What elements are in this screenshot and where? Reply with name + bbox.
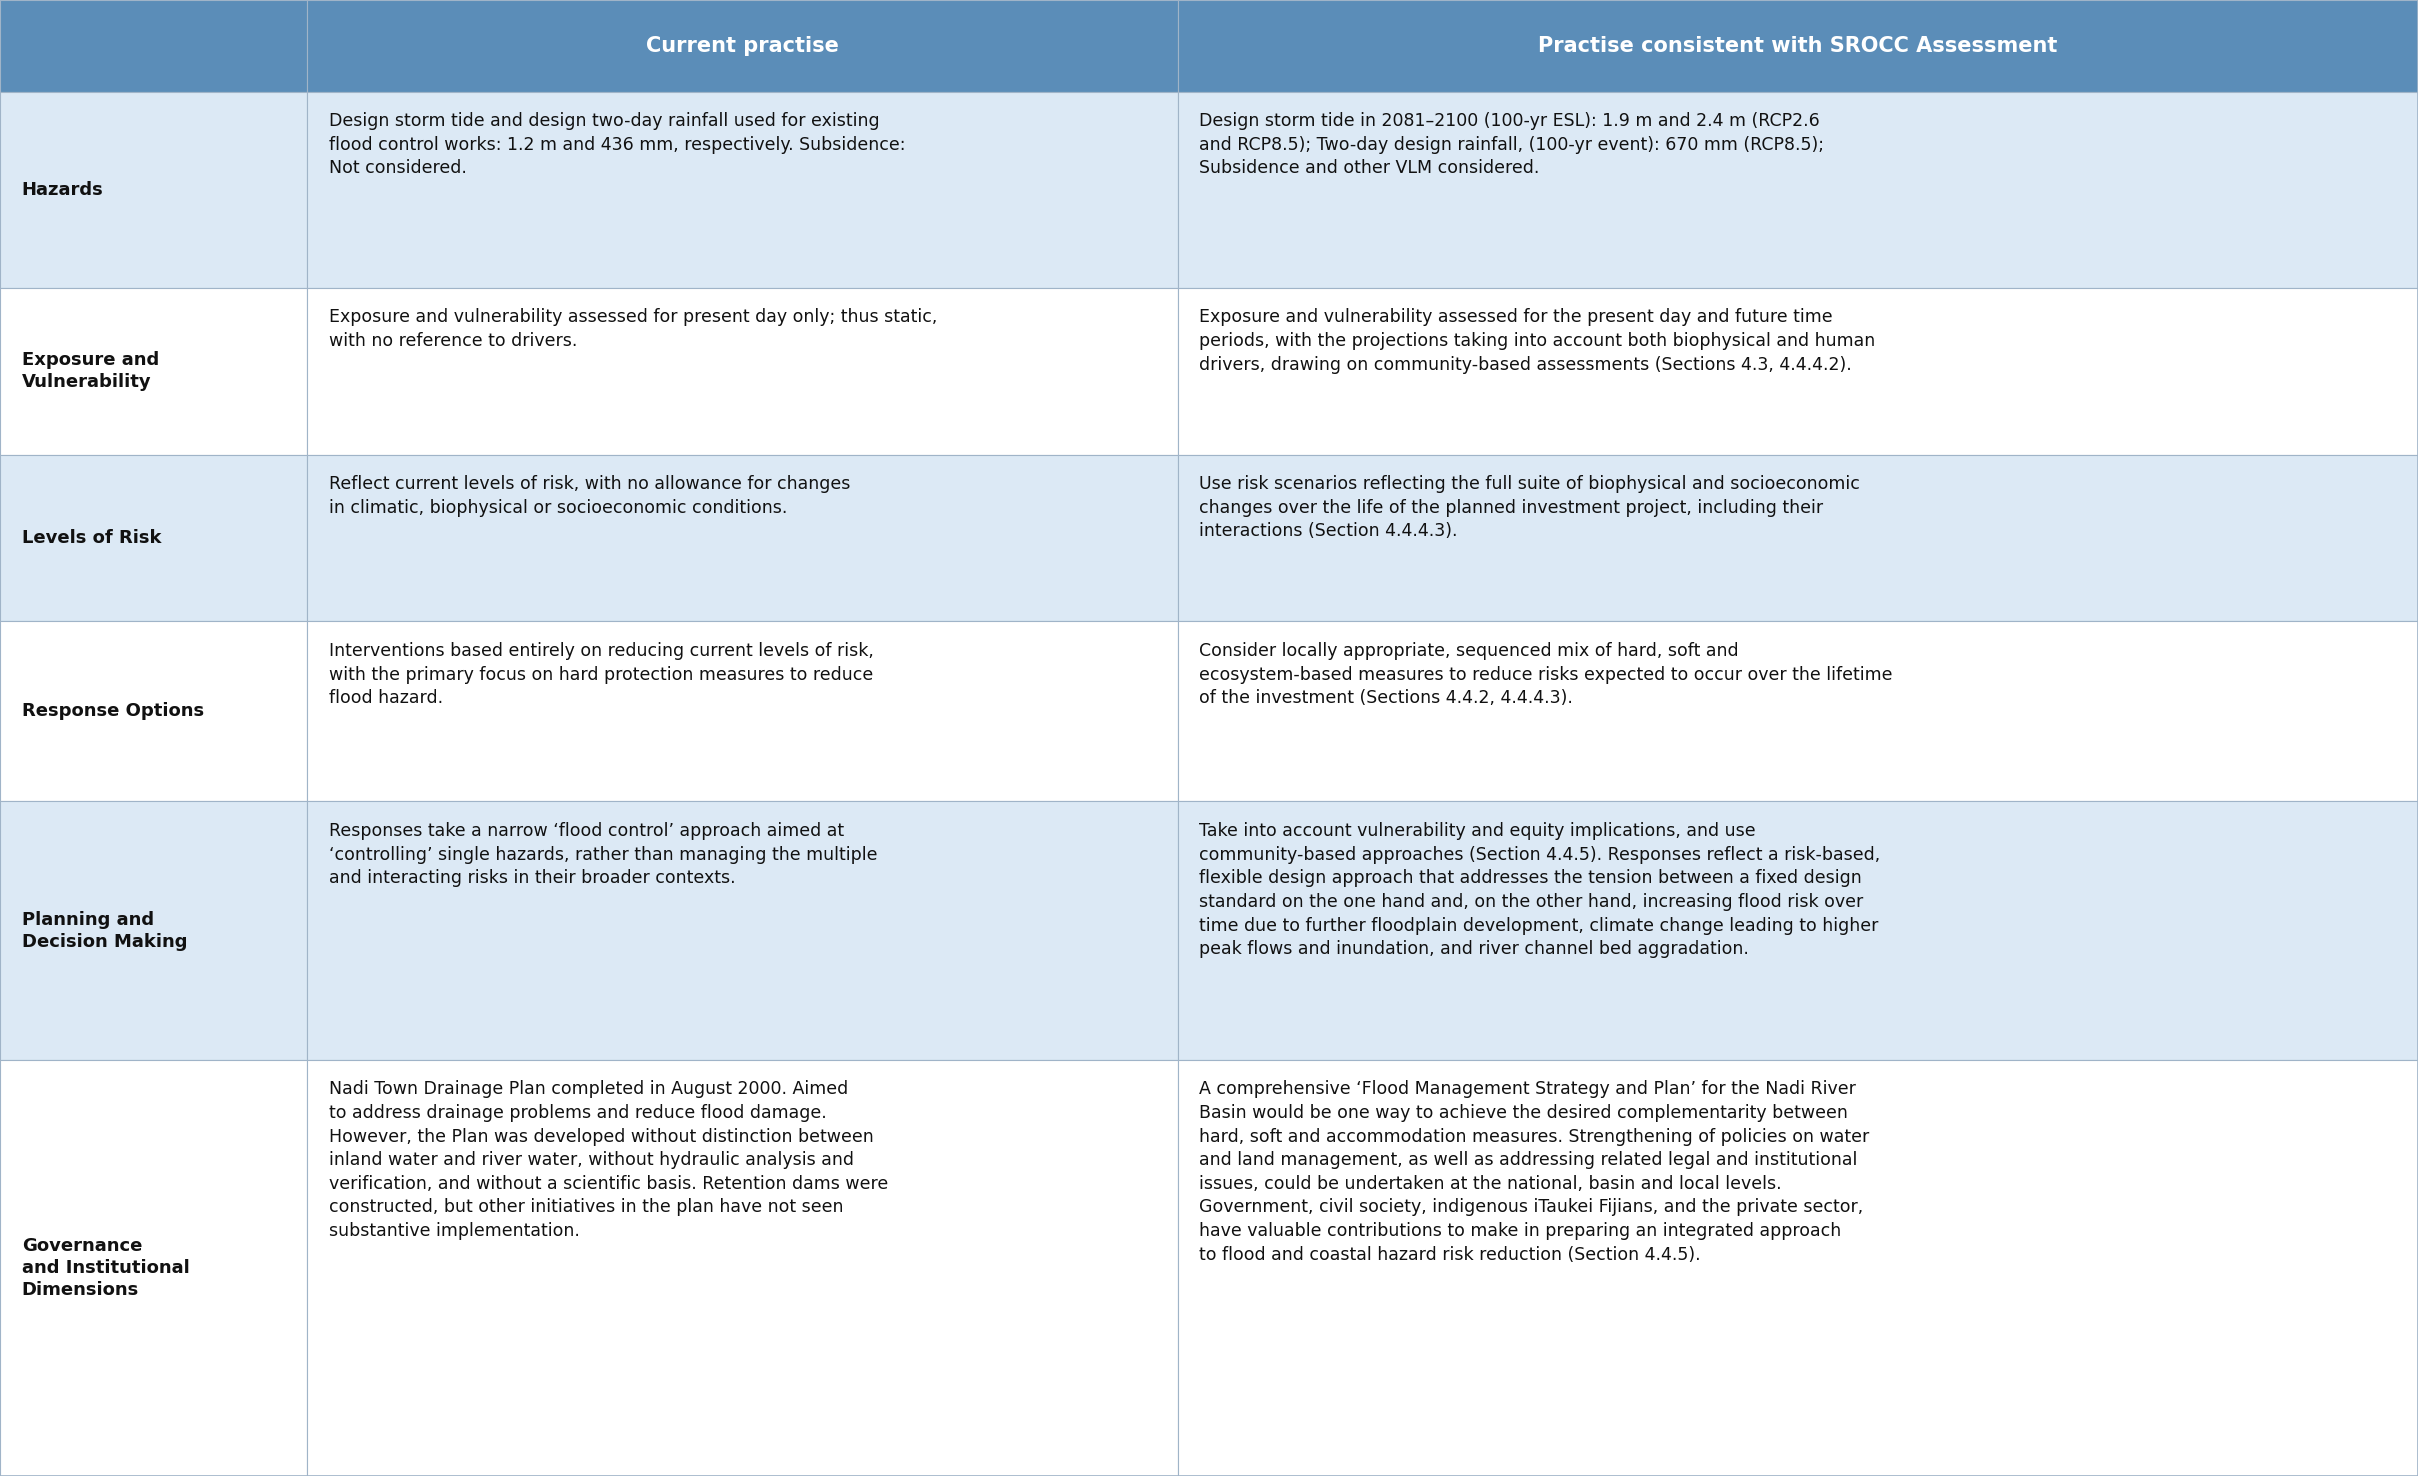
Text: Exposure and vulnerability assessed for present day only; thus static,
with no r: Exposure and vulnerability assessed for … — [329, 308, 938, 350]
Bar — [1178, 801, 2418, 1060]
Text: Nadi Town Drainage Plan completed in August 2000. Aimed
to address drainage prob: Nadi Town Drainage Plan completed in Aug… — [329, 1080, 887, 1240]
Bar — [0, 0, 307, 92]
Text: Current practise: Current practise — [646, 35, 839, 56]
Text: Consider locally appropriate, sequenced mix of hard, soft and
ecosystem-based me: Consider locally appropriate, sequenced … — [1199, 642, 1893, 707]
Text: Response Options: Response Options — [22, 703, 203, 720]
Text: Planning and
Decision Making: Planning and Decision Making — [22, 911, 186, 951]
Bar — [0, 288, 307, 455]
Bar — [307, 0, 1178, 92]
Text: Interventions based entirely on reducing current levels of risk,
with the primar: Interventions based entirely on reducing… — [329, 642, 873, 707]
Text: Hazards: Hazards — [22, 180, 104, 199]
Text: A comprehensive ‘Flood Management Strategy and Plan’ for the Nadi River
Basin wo: A comprehensive ‘Flood Management Strate… — [1199, 1080, 1869, 1263]
Bar — [0, 92, 307, 288]
Bar — [307, 621, 1178, 801]
Text: Practise consistent with SROCC Assessment: Practise consistent with SROCC Assessmen… — [1538, 35, 2058, 56]
Text: Levels of Risk: Levels of Risk — [22, 528, 162, 548]
Bar — [307, 92, 1178, 288]
Text: Take into account vulnerability and equity implications, and use
community-based: Take into account vulnerability and equi… — [1199, 822, 1881, 958]
Text: Responses take a narrow ‘flood control’ approach aimed at
‘controlling’ single h: Responses take a narrow ‘flood control’ … — [329, 822, 878, 887]
Bar — [307, 1060, 1178, 1476]
Text: Reflect current levels of risk, with no allowance for changes
in climatic, bioph: Reflect current levels of risk, with no … — [329, 475, 851, 517]
Text: Exposure and vulnerability assessed for the present day and future time
periods,: Exposure and vulnerability assessed for … — [1199, 308, 1876, 373]
Bar — [1178, 92, 2418, 288]
Bar — [307, 801, 1178, 1060]
Text: Governance
and Institutional
Dimensions: Governance and Institutional Dimensions — [22, 1237, 189, 1299]
Bar — [1178, 0, 2418, 92]
Text: Design storm tide in 2081–2100 (100-yr ESL): 1.9 m and 2.4 m (RCP2.6
and RCP8.5): Design storm tide in 2081–2100 (100-yr E… — [1199, 112, 1823, 177]
Bar — [1178, 621, 2418, 801]
Text: Exposure and
Vulnerability: Exposure and Vulnerability — [22, 351, 160, 391]
Bar — [307, 455, 1178, 621]
Bar — [307, 288, 1178, 455]
Text: Use risk scenarios reflecting the full suite of biophysical and socioeconomic
ch: Use risk scenarios reflecting the full s… — [1199, 475, 1859, 540]
Bar — [0, 1060, 307, 1476]
Bar — [1178, 455, 2418, 621]
Bar — [0, 801, 307, 1060]
Bar — [0, 621, 307, 801]
Bar — [1178, 1060, 2418, 1476]
Text: Design storm tide and design two-day rainfall used for existing
flood control wo: Design storm tide and design two-day rai… — [329, 112, 904, 177]
Bar — [1178, 288, 2418, 455]
Bar — [0, 455, 307, 621]
